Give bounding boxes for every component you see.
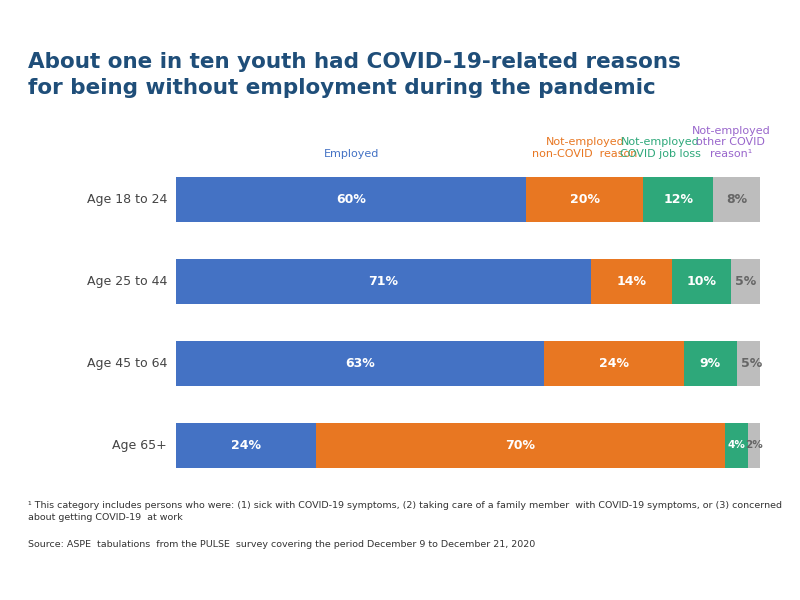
Bar [737,341,766,386]
Bar [725,422,748,467]
Bar [176,259,590,304]
Text: 4: 4 [759,11,772,29]
Bar [544,341,684,386]
Text: Age 45 to 64: Age 45 to 64 [87,357,167,370]
Text: Age 18 to 24: Age 18 to 24 [87,193,167,206]
Bar [731,259,760,304]
Text: 14%: 14% [617,275,646,288]
Text: 60%: 60% [336,193,366,206]
Text: 8%: 8% [726,193,747,206]
Text: 5%: 5% [741,357,762,370]
Text: 5%: 5% [734,275,756,288]
Text: Source: ASPE  tabulations  from the PULSE  survey covering the period December 9: Source: ASPE tabulations from the PULSE … [28,540,535,549]
Text: ¹ This category includes persons who were: (1) sick with COVID-19 symptoms, (2) : ¹ This category includes persons who wer… [28,501,782,523]
Bar [526,178,643,223]
Text: About one in ten youth had COVID-19-related reasons
for being without employment: About one in ten youth had COVID-19-rela… [28,52,681,98]
Text: 10%: 10% [686,275,717,288]
Text: 12%: 12% [663,193,694,206]
Text: Not-employed
other COVID
reason¹: Not-employed other COVID reason¹ [691,126,770,159]
Bar [590,259,672,304]
Text: Employed: Employed [323,149,379,159]
Text: Not-employed
non-COVID  reason: Not-employed non-COVID reason [532,137,638,159]
Text: 9%: 9% [700,357,721,370]
Text: 70%: 70% [506,439,535,452]
Text: 2%: 2% [746,440,763,450]
Bar [672,259,731,304]
Bar [176,341,544,386]
Text: 20%: 20% [570,193,600,206]
Bar [684,341,737,386]
Bar [643,178,714,223]
Bar [316,422,725,467]
Bar [176,422,316,467]
Text: 4%: 4% [728,440,746,450]
Text: 71%: 71% [368,275,398,288]
Text: Not-employed
COVID job loss: Not-employed COVID job loss [620,137,701,159]
Bar [748,422,760,467]
Bar [176,178,526,223]
Text: 63%: 63% [345,357,375,370]
Text: Age 65+: Age 65+ [113,439,167,452]
Text: Age 25 to 44: Age 25 to 44 [87,275,167,288]
Text: 24%: 24% [231,439,261,452]
Text: 24%: 24% [599,357,629,370]
Bar [714,178,760,223]
